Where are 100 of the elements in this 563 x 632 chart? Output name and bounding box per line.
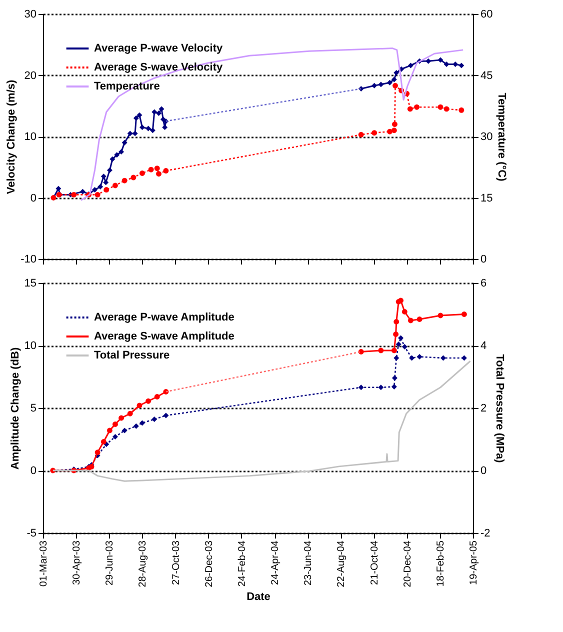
point [158, 106, 164, 112]
point [154, 394, 160, 400]
point [110, 156, 116, 162]
point [139, 124, 145, 130]
point [452, 61, 458, 67]
point [408, 318, 414, 324]
point [394, 70, 400, 76]
point [378, 82, 384, 88]
point [461, 312, 467, 317]
point [98, 184, 104, 190]
point [378, 384, 384, 390]
point [393, 332, 399, 337]
point [156, 110, 162, 116]
x-tick-label: 22-Aug-04 [336, 540, 348, 588]
x-tick-label: 21-Oct-04 [369, 540, 380, 585]
x-axis-title: Date [246, 591, 270, 604]
y2-tick-label: 4 [480, 340, 487, 352]
y-tick-label: 0 [30, 465, 36, 477]
legend-label: Average S-wave Velocity [94, 62, 224, 74]
point [127, 410, 133, 416]
point [391, 384, 397, 390]
point [414, 104, 420, 110]
y-tick-label: 15 [24, 278, 36, 290]
x-tick-label: 24-Apr-04 [270, 540, 282, 585]
point [122, 428, 128, 434]
y-tick-label: 5 [30, 402, 36, 414]
point [372, 82, 378, 88]
y2-axis-title: Total Pressure (MPa) [493, 354, 506, 464]
point [358, 384, 364, 390]
y-tick-label: 0 [30, 192, 36, 204]
point [103, 180, 109, 186]
point [402, 309, 408, 314]
point [392, 375, 398, 381]
x-tick-label: 18-Feb-05 [435, 540, 446, 587]
point [163, 168, 169, 174]
point [132, 130, 138, 136]
point [152, 416, 158, 422]
x-tick-label: 30-Apr-03 [72, 540, 83, 585]
point [398, 298, 404, 304]
point [136, 112, 142, 118]
point [112, 422, 118, 427]
point [100, 174, 106, 180]
point [394, 355, 400, 361]
point [409, 355, 415, 361]
point [104, 187, 110, 193]
point [394, 319, 400, 324]
x-tick-label: 27-Oct-03 [170, 540, 182, 585]
y-tick-label: 10 [24, 131, 36, 143]
point [71, 192, 77, 198]
point [130, 174, 136, 180]
point [438, 57, 444, 63]
point [438, 104, 444, 110]
point [127, 130, 133, 136]
point [114, 152, 120, 158]
point [416, 354, 422, 360]
y-tick-label: 30 [24, 8, 36, 20]
point [106, 428, 112, 434]
point [56, 186, 62, 192]
y2-tick-label: 0 [480, 465, 487, 477]
point [440, 355, 446, 361]
x-tick-label: 20-Dec-04 [402, 540, 414, 588]
point [408, 62, 414, 68]
y2-tick-label: 30 [480, 131, 493, 143]
point [133, 115, 139, 121]
x-tick-label: 28-Aug-03 [138, 540, 149, 588]
point [402, 344, 408, 350]
point [392, 82, 398, 88]
x-tick-label: 29-Jun-03 [104, 540, 116, 586]
point [112, 434, 118, 440]
point [133, 423, 139, 429]
y2-tick-label: 6 [480, 278, 487, 290]
y2-tick-label: -2 [480, 528, 490, 540]
point [136, 402, 142, 408]
point [391, 76, 397, 82]
y-axis-title: Velocity Change (m/s) [6, 80, 18, 194]
point [372, 130, 378, 136]
legend-label: Temperature [94, 80, 160, 92]
point [118, 415, 124, 421]
point [148, 166, 154, 172]
y-tick-label: -5 [26, 528, 36, 540]
point [94, 450, 100, 456]
point [112, 182, 118, 188]
point [378, 348, 384, 354]
x-tick-label: 19-Apr-05 [468, 540, 480, 585]
x-tick-label: 24-Feb-04 [236, 540, 248, 587]
point [458, 62, 464, 68]
legend-label: Average P-wave Amplitude [94, 312, 234, 324]
point [139, 170, 145, 176]
point [391, 348, 397, 354]
point [118, 149, 124, 155]
y2-tick-label: 45 [480, 70, 493, 82]
point [146, 398, 152, 404]
y2-tick-label: 0 [480, 254, 487, 266]
point [387, 80, 392, 86]
point [92, 187, 98, 193]
legend-label: Average P-wave Velocity [94, 42, 224, 54]
point [156, 171, 162, 177]
x-tick-label: 01-Mar-03 [38, 540, 50, 587]
point [150, 128, 156, 134]
point [387, 128, 392, 134]
